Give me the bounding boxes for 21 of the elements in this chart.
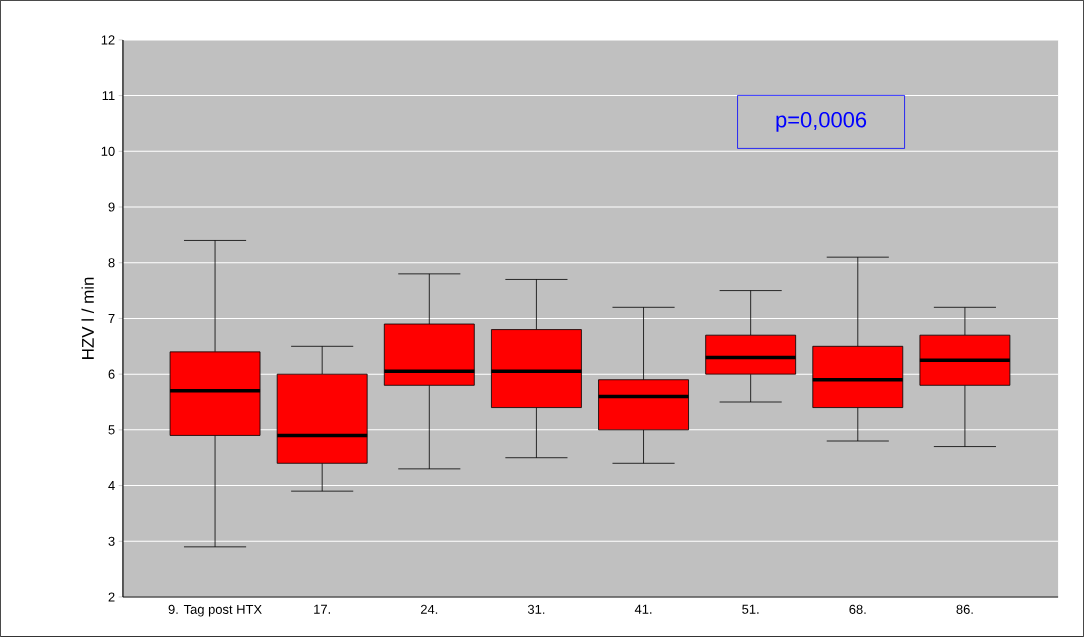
y-tick-label: 3 <box>108 536 115 546</box>
y-tick-label: 10 <box>101 146 115 156</box>
x-tick-label: 9. Tag post HTX <box>168 604 262 617</box>
y-axis-title: HZV l / min <box>81 277 94 359</box>
y-tick-label: 6 <box>108 369 115 379</box>
x-tick-label: 31. <box>527 604 545 614</box>
annotation: p=0,0006 <box>776 112 867 132</box>
x-tick-label: 68. <box>849 604 866 614</box>
y-tick-label: 9 <box>108 202 115 212</box>
y-tick-label: 2 <box>108 592 115 602</box>
x-tick-label: 51. <box>742 604 759 614</box>
y-tick-label: 5 <box>108 425 115 435</box>
y-tick-label: 8 <box>108 258 115 268</box>
y-tick-label: 12 <box>101 35 115 45</box>
y-tick-label: 4 <box>108 481 115 491</box>
x-tick-label: 17. <box>314 604 330 614</box>
x-tick-label: 24. <box>420 604 438 614</box>
y-tick-label: 7 <box>108 314 115 323</box>
x-tick-label: 41. <box>634 604 652 614</box>
y-tick-label: 11 <box>102 91 115 101</box>
x-tick-label: 86. <box>956 604 973 614</box>
